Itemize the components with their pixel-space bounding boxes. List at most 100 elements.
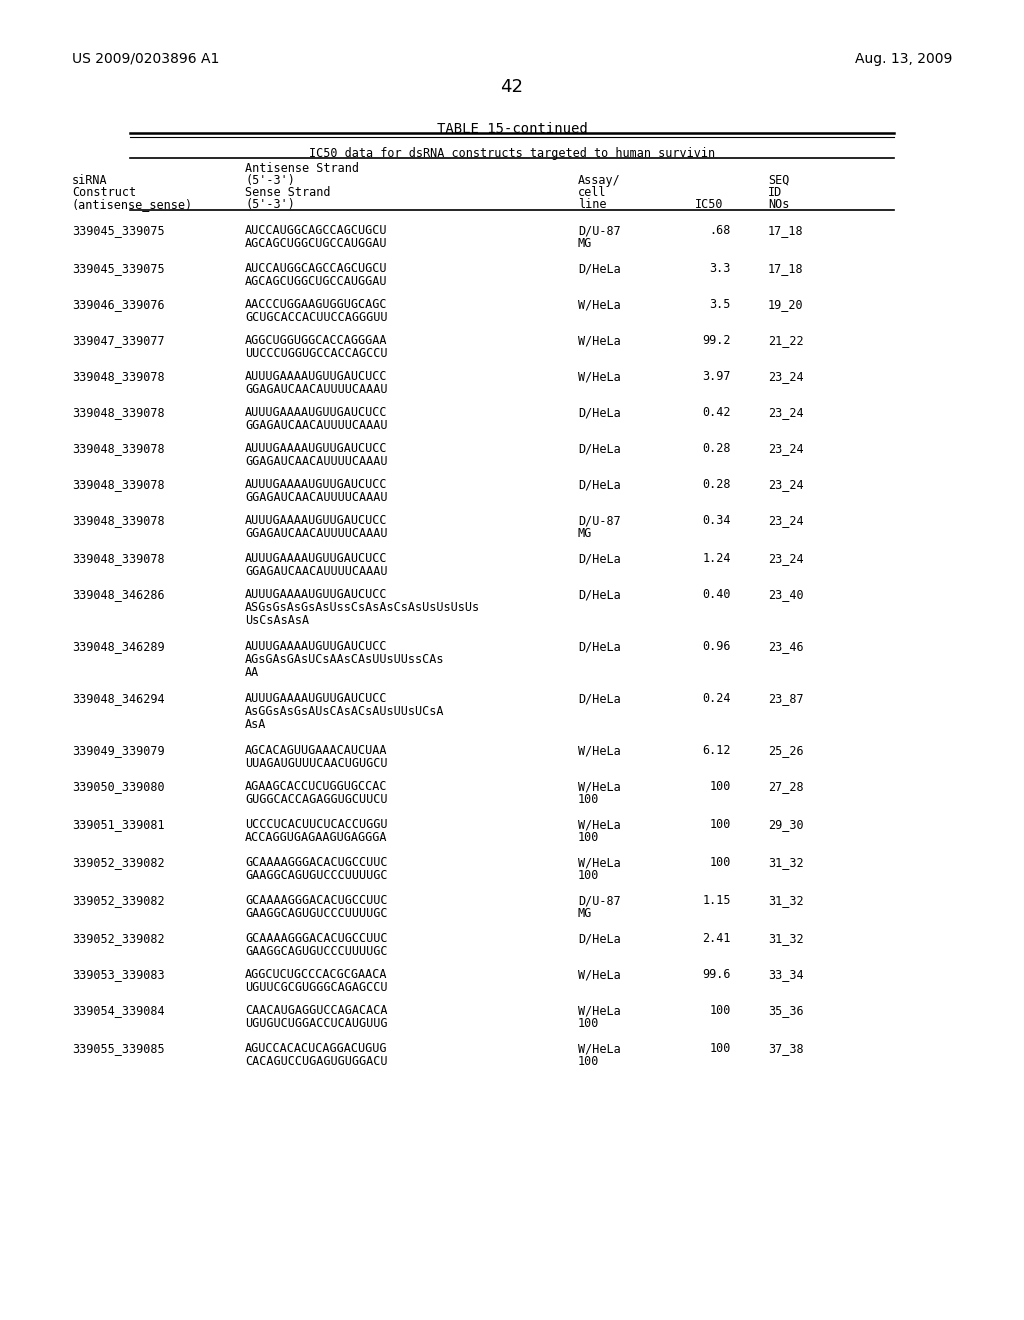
Text: 23_24: 23_24 bbox=[768, 370, 804, 383]
Text: (5'-3'): (5'-3') bbox=[245, 174, 295, 187]
Text: 35_36: 35_36 bbox=[768, 1005, 804, 1016]
Text: 23_40: 23_40 bbox=[768, 587, 804, 601]
Text: 339046_339076: 339046_339076 bbox=[72, 298, 165, 312]
Text: W/HeLa: W/HeLa bbox=[578, 968, 621, 981]
Text: (5'-3'): (5'-3') bbox=[245, 198, 295, 211]
Text: 37_38: 37_38 bbox=[768, 1041, 804, 1055]
Text: CAACAUGAGGUCCAGACACA: CAACAUGAGGUCCAGACACA bbox=[245, 1005, 387, 1016]
Text: Sense Strand: Sense Strand bbox=[245, 186, 331, 199]
Text: AUCCAUGGCAGCCAGCUGCU: AUCCAUGGCAGCCAGCUGCU bbox=[245, 261, 387, 275]
Text: AsGGsAsGsAUsCAsACsAUsUUsUCsA: AsGGsAsGsAUsCAsACsAUsUUsUCsA bbox=[245, 705, 444, 718]
Text: AGCAGCUGGCUGCCAUGGAU: AGCAGCUGGCUGCCAUGGAU bbox=[245, 275, 387, 288]
Text: AACCCUGGAAGUGGUGCAGC: AACCCUGGAAGUGGUGCAGC bbox=[245, 298, 387, 312]
Text: 99.2: 99.2 bbox=[702, 334, 731, 347]
Text: AGGCUCUGCCCACGCGAACA: AGGCUCUGCCCACGCGAACA bbox=[245, 968, 387, 981]
Text: AUUUGAAAAUGUUGAUCUCC: AUUUGAAAAUGUUGAUCUCC bbox=[245, 513, 387, 527]
Text: W/HeLa: W/HeLa bbox=[578, 818, 621, 832]
Text: 100: 100 bbox=[710, 818, 731, 832]
Text: 100: 100 bbox=[578, 1016, 599, 1030]
Text: cell: cell bbox=[578, 186, 606, 199]
Text: US 2009/0203896 A1: US 2009/0203896 A1 bbox=[72, 51, 219, 66]
Text: GAAGGCAGUGUCCCUUUUGC: GAAGGCAGUGUCCCUUUUGC bbox=[245, 907, 387, 920]
Text: 339048_339078: 339048_339078 bbox=[72, 552, 165, 565]
Text: 339048_339078: 339048_339078 bbox=[72, 478, 165, 491]
Text: 100: 100 bbox=[710, 780, 731, 793]
Text: GCAAAAGGGACACUGCCUUC: GCAAAAGGGACACUGCCUUC bbox=[245, 932, 387, 945]
Text: AGUCCACACUCAGGACUGUG: AGUCCACACUCAGGACUGUG bbox=[245, 1041, 387, 1055]
Text: GAAGGCAGUGUCCCUUUUGC: GAAGGCAGUGUCCCUUUUGC bbox=[245, 869, 387, 882]
Text: D/HeLa: D/HeLa bbox=[578, 261, 621, 275]
Text: UUAGAUGUUUCAACUGUGCU: UUAGAUGUUUCAACUGUGCU bbox=[245, 756, 387, 770]
Text: line: line bbox=[578, 198, 606, 211]
Text: 17_18: 17_18 bbox=[768, 224, 804, 238]
Text: D/HeLa: D/HeLa bbox=[578, 442, 621, 455]
Text: MG: MG bbox=[578, 238, 592, 249]
Text: 42: 42 bbox=[501, 78, 523, 96]
Text: W/HeLa: W/HeLa bbox=[578, 744, 621, 756]
Text: GGAGAUCAACAUUUUCAAAU: GGAGAUCAACAUUUUCAAAU bbox=[245, 383, 387, 396]
Text: 339048_339078: 339048_339078 bbox=[72, 513, 165, 527]
Text: GAAGGCAGUGUCCCUUUUGC: GAAGGCAGUGUCCCUUUUGC bbox=[245, 945, 387, 958]
Text: 31_32: 31_32 bbox=[768, 894, 804, 907]
Text: 2.41: 2.41 bbox=[702, 932, 731, 945]
Text: W/HeLa: W/HeLa bbox=[578, 780, 621, 793]
Text: 339049_339079: 339049_339079 bbox=[72, 744, 165, 756]
Text: 0.42: 0.42 bbox=[702, 407, 731, 418]
Text: GGAGAUCAACAUUUUCAAAU: GGAGAUCAACAUUUUCAAAU bbox=[245, 527, 387, 540]
Text: 339048_346294: 339048_346294 bbox=[72, 692, 165, 705]
Text: IC50: IC50 bbox=[695, 198, 724, 211]
Text: GCUGCACCACUUCCAGGGUU: GCUGCACCACUUCCAGGGUU bbox=[245, 312, 387, 323]
Text: IC50 data for dsRNA constructs targeted to human survivin: IC50 data for dsRNA constructs targeted … bbox=[309, 147, 715, 160]
Text: AGCAGCUGGCUGCCAUGGAU: AGCAGCUGGCUGCCAUGGAU bbox=[245, 238, 387, 249]
Text: 0.28: 0.28 bbox=[702, 442, 731, 455]
Text: 339051_339081: 339051_339081 bbox=[72, 818, 165, 832]
Text: 17_18: 17_18 bbox=[768, 261, 804, 275]
Text: Construct: Construct bbox=[72, 186, 136, 199]
Text: 100: 100 bbox=[578, 793, 599, 807]
Text: 23_87: 23_87 bbox=[768, 692, 804, 705]
Text: 3.3: 3.3 bbox=[710, 261, 731, 275]
Text: UCCCUCACUUCUCACCUGGU: UCCCUCACUUCUCACCUGGU bbox=[245, 818, 387, 832]
Text: W/HeLa: W/HeLa bbox=[578, 1005, 621, 1016]
Text: 339050_339080: 339050_339080 bbox=[72, 780, 165, 793]
Text: 0.40: 0.40 bbox=[702, 587, 731, 601]
Text: GCAAAAGGGACACUGCCUUC: GCAAAAGGGACACUGCCUUC bbox=[245, 855, 387, 869]
Text: 339055_339085: 339055_339085 bbox=[72, 1041, 165, 1055]
Text: UUCCCUGGUGCCACCAGCCU: UUCCCUGGUGCCACCAGCCU bbox=[245, 347, 387, 360]
Text: AUUUGAAAAUGUUGAUCUCC: AUUUGAAAAUGUUGAUCUCC bbox=[245, 552, 387, 565]
Text: AUUUGAAAAUGUUGAUCUCC: AUUUGAAAAUGUUGAUCUCC bbox=[245, 587, 387, 601]
Text: MG: MG bbox=[578, 907, 592, 920]
Text: 339048_339078: 339048_339078 bbox=[72, 442, 165, 455]
Text: 1.24: 1.24 bbox=[702, 552, 731, 565]
Text: 27_28: 27_28 bbox=[768, 780, 804, 793]
Text: 23_24: 23_24 bbox=[768, 407, 804, 418]
Text: 339048_339078: 339048_339078 bbox=[72, 370, 165, 383]
Text: 21_22: 21_22 bbox=[768, 334, 804, 347]
Text: 100: 100 bbox=[578, 869, 599, 882]
Text: siRNA: siRNA bbox=[72, 174, 108, 187]
Text: 23_24: 23_24 bbox=[768, 513, 804, 527]
Text: ASGsGsAsGsAsUssCsAsAsCsAsUsUsUsUs: ASGsGsAsGsAsUssCsAsAsCsAsUsUsUsUs bbox=[245, 601, 480, 614]
Text: 0.96: 0.96 bbox=[702, 640, 731, 653]
Text: 23_24: 23_24 bbox=[768, 478, 804, 491]
Text: UGUGUCUGGACCUCAUGUUG: UGUGUCUGGACCUCAUGUUG bbox=[245, 1016, 387, 1030]
Text: W/HeLa: W/HeLa bbox=[578, 334, 621, 347]
Text: W/HeLa: W/HeLa bbox=[578, 1041, 621, 1055]
Text: 339045_339075: 339045_339075 bbox=[72, 261, 165, 275]
Text: 23_24: 23_24 bbox=[768, 552, 804, 565]
Text: 6.12: 6.12 bbox=[702, 744, 731, 756]
Text: 19_20: 19_20 bbox=[768, 298, 804, 312]
Text: AGsGAsGAsUCsAAsCAsUUsUUssCAs: AGsGAsGAsUCsAAsCAsUUsUUssCAs bbox=[245, 653, 444, 667]
Text: 339048_346289: 339048_346289 bbox=[72, 640, 165, 653]
Text: AGCACAGUUGAAACAUCUAA: AGCACAGUUGAAACAUCUAA bbox=[245, 744, 387, 756]
Text: 339047_339077: 339047_339077 bbox=[72, 334, 165, 347]
Text: GGAGAUCAACAUUUUCAAAU: GGAGAUCAACAUUUUCAAAU bbox=[245, 491, 387, 504]
Text: D/HeLa: D/HeLa bbox=[578, 692, 621, 705]
Text: W/HeLa: W/HeLa bbox=[578, 855, 621, 869]
Text: 339052_339082: 339052_339082 bbox=[72, 894, 165, 907]
Text: UGUUCGCGUGGGCAGAGCCU: UGUUCGCGUGGGCAGAGCCU bbox=[245, 981, 387, 994]
Text: SEQ: SEQ bbox=[768, 174, 790, 187]
Text: D/HeLa: D/HeLa bbox=[578, 407, 621, 418]
Text: D/HeLa: D/HeLa bbox=[578, 640, 621, 653]
Text: D/U-87: D/U-87 bbox=[578, 224, 621, 238]
